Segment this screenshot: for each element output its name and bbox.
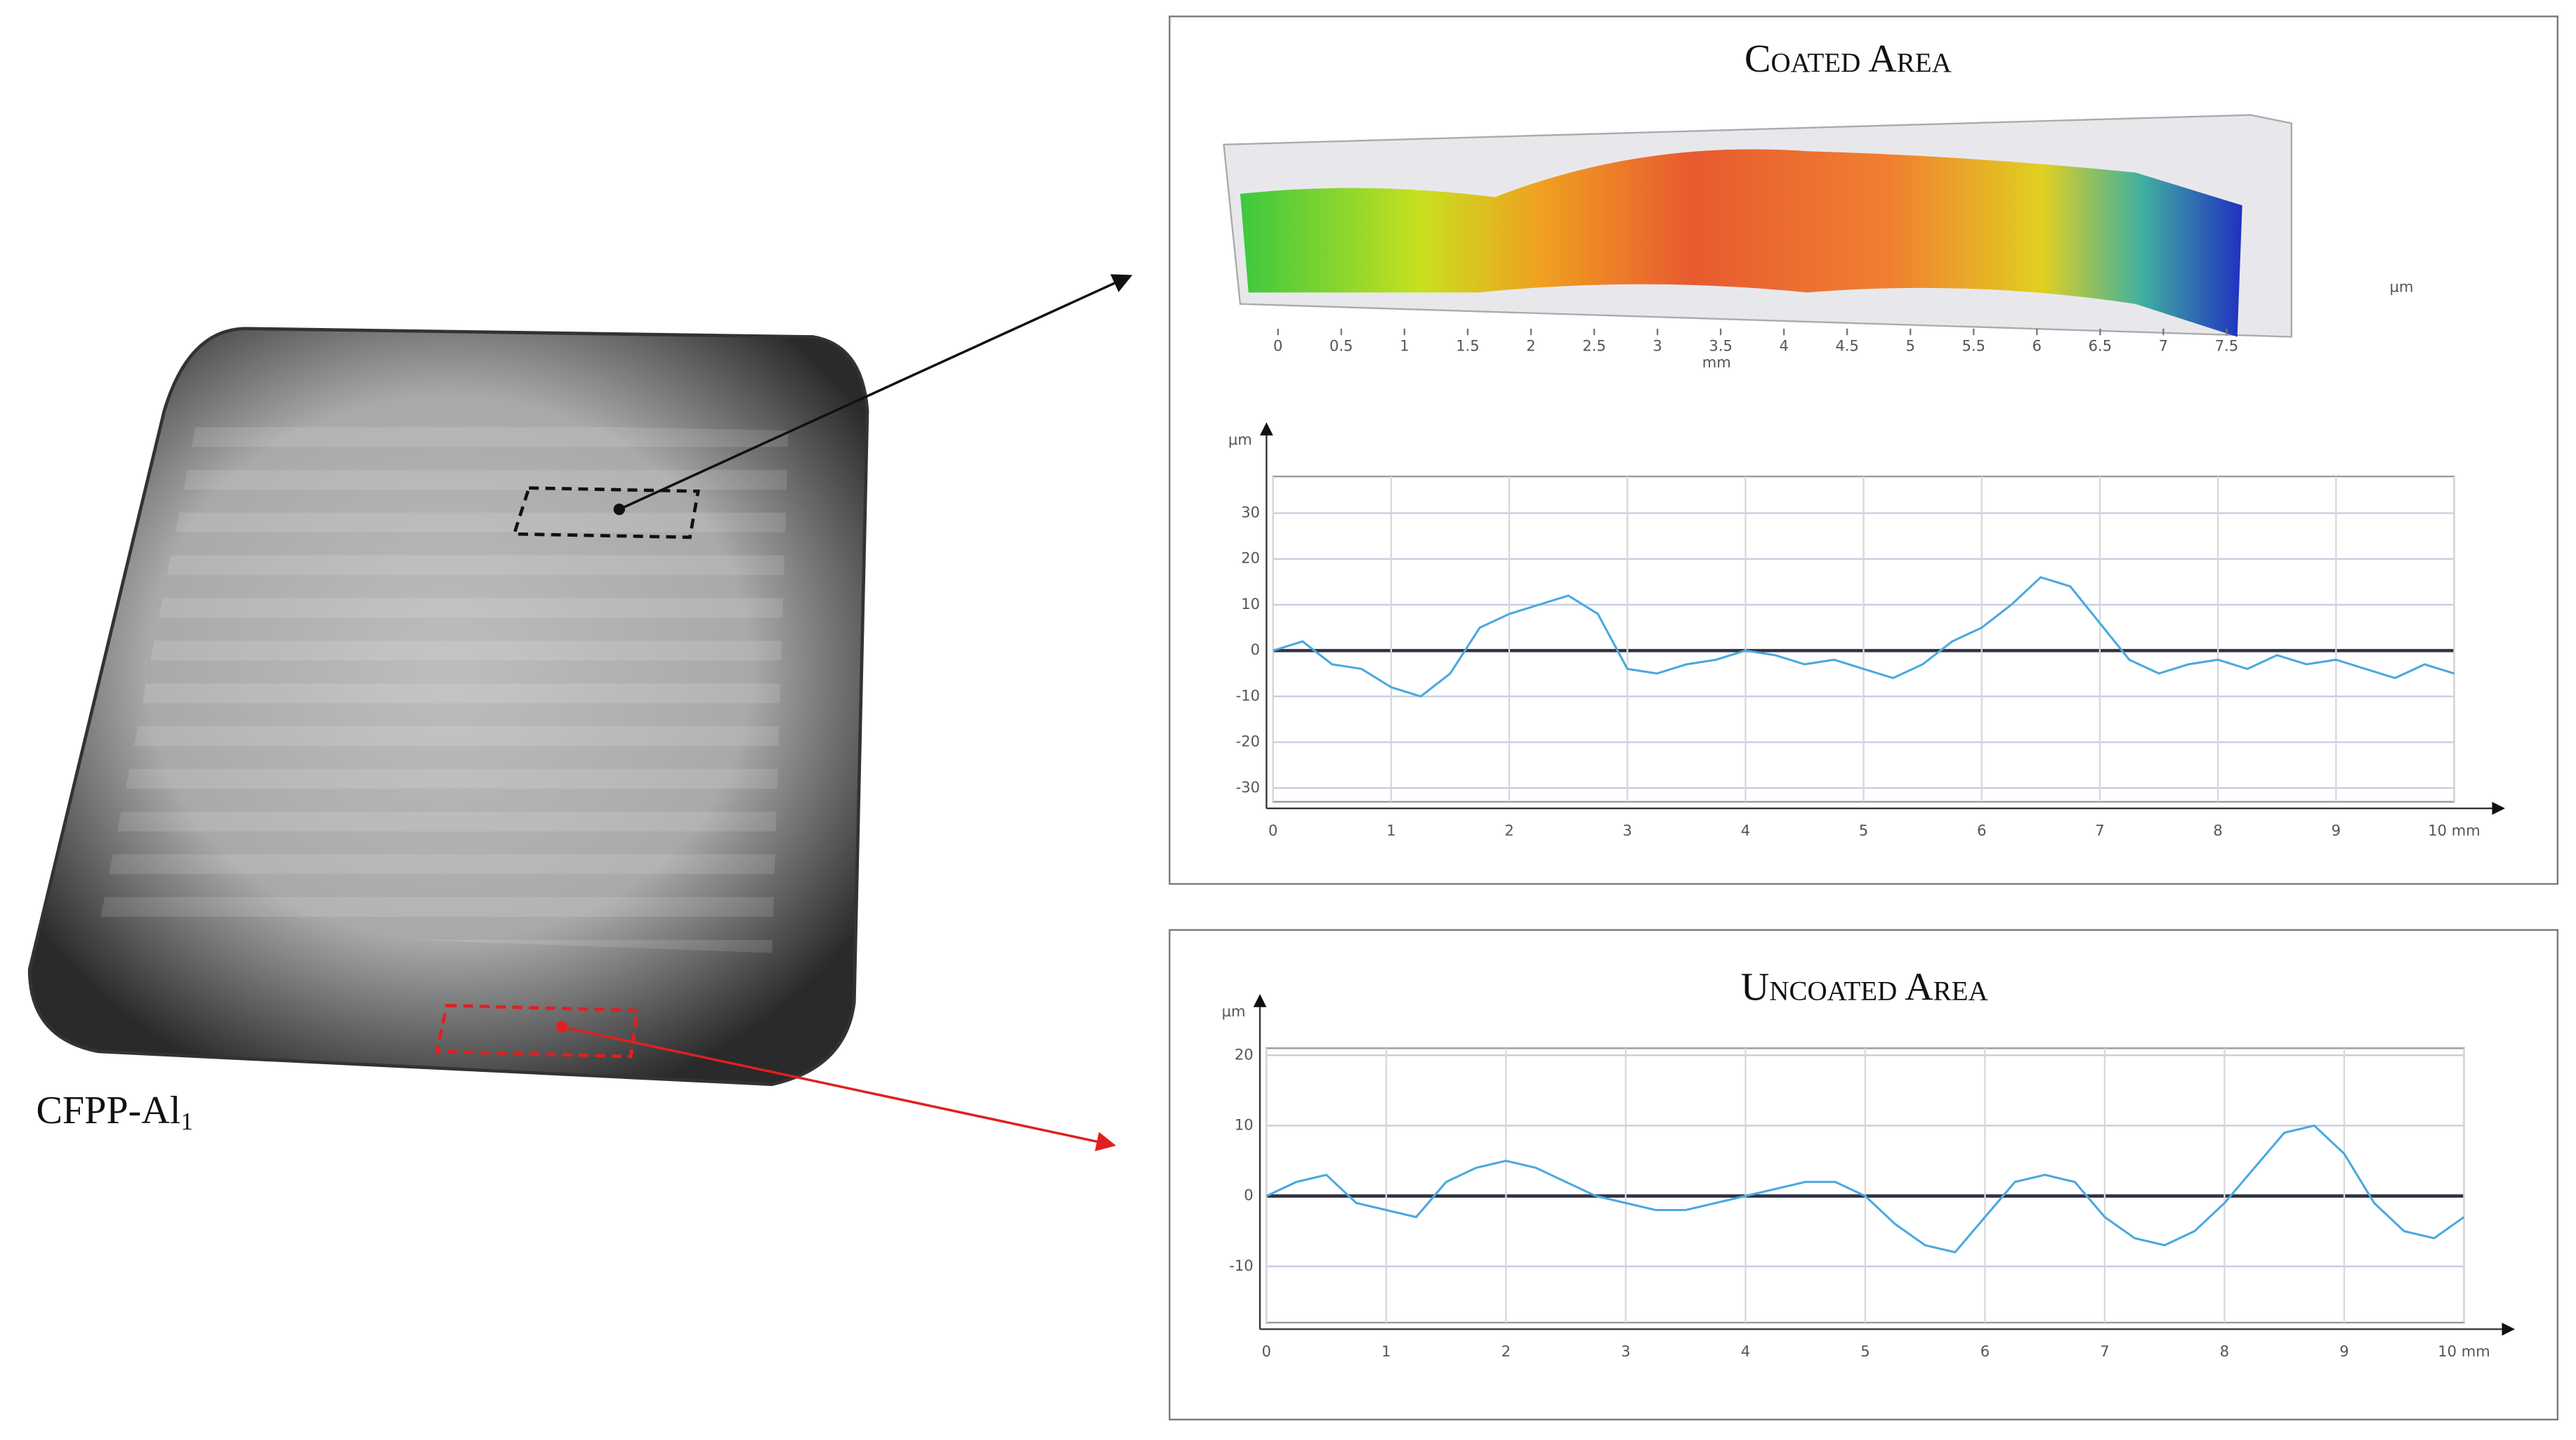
- x-axis-label: mm: [1702, 353, 1731, 371]
- x-tick-label: 2: [1526, 337, 1535, 355]
- y-tick-label: 10: [1235, 1115, 1254, 1133]
- x-tick-label: 10 mm: [2438, 1342, 2490, 1360]
- coated-region: [511, 486, 700, 539]
- x-tick-label: 5.5: [1962, 337, 1985, 355]
- y-tick-label: 20: [1235, 1045, 1254, 1063]
- y-tick-label: 30: [1241, 503, 1260, 521]
- x-tick-label: 3: [1623, 822, 1632, 839]
- x-tick-label: 4: [1779, 337, 1788, 355]
- x-tick-label: 4: [1741, 1342, 1750, 1360]
- panel-title: Uncoated Area: [1741, 965, 1988, 1009]
- uncoated-region: [435, 1004, 640, 1059]
- x-tick-label: 9: [2332, 822, 2341, 839]
- x-tick-label: 5: [1859, 822, 1868, 839]
- y-tick-label: 20: [1241, 549, 1260, 567]
- x-tick-label: 4.5: [1835, 337, 1858, 355]
- x-tick-label: 7: [2095, 822, 2104, 839]
- x-tick-label: 1.5: [1456, 337, 1479, 355]
- x-tick-label: 3.5: [1709, 337, 1732, 355]
- z-axis-label: µm: [2390, 277, 2414, 295]
- x-tick-label: 10 mm: [2428, 822, 2480, 839]
- arrow: [561, 1026, 1117, 1151]
- x-tick-label: 8: [2220, 1342, 2229, 1360]
- x-tick-label: 0.5: [1329, 337, 1353, 355]
- x-tick-label: 9: [2339, 1342, 2348, 1360]
- x-tick-label: 1: [1381, 1342, 1391, 1360]
- y-tick-label: 0: [1251, 641, 1260, 658]
- y-tick-label: 0: [1244, 1186, 1253, 1204]
- x-tick-label: 2: [1504, 822, 1513, 839]
- x-tick-label: 7: [2100, 1342, 2109, 1360]
- surface: [1240, 149, 2242, 337]
- x-tick-label: 2: [1501, 1342, 1511, 1360]
- x-tick-label: 3: [1652, 337, 1662, 355]
- y-tick-label: -30: [1236, 778, 1260, 796]
- y-tick-label: 10: [1241, 595, 1260, 613]
- x-tick-label: 6.5: [2089, 337, 2112, 355]
- x-tick-label: 6: [1980, 1342, 1990, 1360]
- x-tick-label: 8: [2213, 822, 2222, 839]
- x-tick-label: 0: [1268, 822, 1277, 839]
- coated-panel: [1169, 15, 2558, 885]
- panel-title: Coated Area: [1744, 37, 1952, 81]
- x-tick-label: 5: [1906, 337, 1915, 355]
- y-tick-label: -20: [1236, 733, 1260, 750]
- x-tick-label: 2.5: [1582, 337, 1605, 355]
- y-tick-label: -10: [1229, 1257, 1253, 1274]
- x-tick-label: 1: [1400, 337, 1409, 355]
- arrow: [619, 274, 1133, 511]
- x-tick-label: 6: [2032, 337, 2042, 355]
- uncoated-panel: [1169, 929, 2558, 1421]
- label-text: CFPP-Al: [36, 1089, 180, 1132]
- x-tick-label: 3: [1621, 1342, 1630, 1360]
- profile-line: [1266, 1124, 2465, 1254]
- x-tick-label: 0: [1262, 1342, 1271, 1360]
- y-axis-label: µm: [1222, 1002, 1246, 1020]
- x-tick-label: 6: [1977, 822, 1986, 839]
- x-tick-label: 4: [1741, 822, 1750, 839]
- y-tick-label: -10: [1236, 686, 1260, 704]
- x-tick-label: 7.5: [2215, 337, 2238, 355]
- label-subscript: 1: [180, 1108, 193, 1135]
- x-tick-label: 5: [1860, 1342, 1869, 1360]
- x-tick-label: 0: [1273, 337, 1282, 355]
- profile-line: [1273, 576, 2455, 698]
- x-tick-label: 7: [2159, 337, 2168, 355]
- sample-label: CFPP-Al1: [36, 1089, 192, 1135]
- x-tick-label: 1: [1386, 822, 1395, 839]
- plate-stripes: [98, 419, 789, 953]
- y-axis-label: µm: [1228, 431, 1252, 448]
